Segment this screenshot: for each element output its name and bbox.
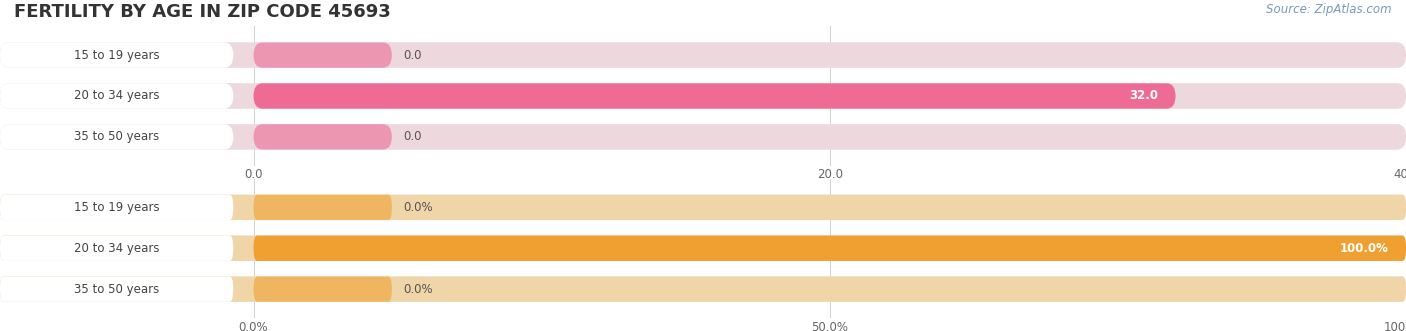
FancyBboxPatch shape bbox=[253, 124, 392, 150]
Text: 20 to 34 years: 20 to 34 years bbox=[75, 242, 159, 255]
FancyBboxPatch shape bbox=[253, 236, 1406, 261]
Text: 35 to 50 years: 35 to 50 years bbox=[75, 283, 159, 296]
FancyBboxPatch shape bbox=[0, 42, 1406, 68]
Text: 0.0: 0.0 bbox=[404, 49, 422, 62]
FancyBboxPatch shape bbox=[0, 124, 1406, 150]
Text: Source: ZipAtlas.com: Source: ZipAtlas.com bbox=[1267, 3, 1392, 16]
Text: FERTILITY BY AGE IN ZIP CODE 45693: FERTILITY BY AGE IN ZIP CODE 45693 bbox=[14, 3, 391, 21]
FancyBboxPatch shape bbox=[0, 276, 1406, 302]
FancyBboxPatch shape bbox=[0, 236, 1406, 261]
Text: 0.0%: 0.0% bbox=[404, 283, 433, 296]
FancyBboxPatch shape bbox=[0, 124, 233, 150]
FancyBboxPatch shape bbox=[0, 83, 1406, 109]
Text: 15 to 19 years: 15 to 19 years bbox=[75, 201, 159, 214]
FancyBboxPatch shape bbox=[0, 195, 1406, 220]
FancyBboxPatch shape bbox=[0, 124, 1406, 150]
Text: 32.0: 32.0 bbox=[1129, 89, 1159, 103]
FancyBboxPatch shape bbox=[0, 83, 1406, 109]
Text: 20 to 34 years: 20 to 34 years bbox=[75, 89, 159, 103]
Text: 15 to 19 years: 15 to 19 years bbox=[75, 49, 159, 62]
FancyBboxPatch shape bbox=[253, 83, 1175, 109]
FancyBboxPatch shape bbox=[253, 195, 392, 220]
Text: 0.0: 0.0 bbox=[404, 130, 422, 143]
FancyBboxPatch shape bbox=[0, 276, 233, 302]
FancyBboxPatch shape bbox=[0, 42, 1406, 68]
FancyBboxPatch shape bbox=[0, 236, 1406, 261]
FancyBboxPatch shape bbox=[0, 276, 1406, 302]
Text: 0.0%: 0.0% bbox=[404, 201, 433, 214]
FancyBboxPatch shape bbox=[0, 195, 233, 220]
FancyBboxPatch shape bbox=[0, 236, 233, 261]
FancyBboxPatch shape bbox=[0, 83, 233, 109]
FancyBboxPatch shape bbox=[253, 276, 392, 302]
FancyBboxPatch shape bbox=[0, 195, 1406, 220]
FancyBboxPatch shape bbox=[0, 42, 233, 68]
Text: 35 to 50 years: 35 to 50 years bbox=[75, 130, 159, 143]
Text: 100.0%: 100.0% bbox=[1340, 242, 1389, 255]
FancyBboxPatch shape bbox=[253, 42, 392, 68]
